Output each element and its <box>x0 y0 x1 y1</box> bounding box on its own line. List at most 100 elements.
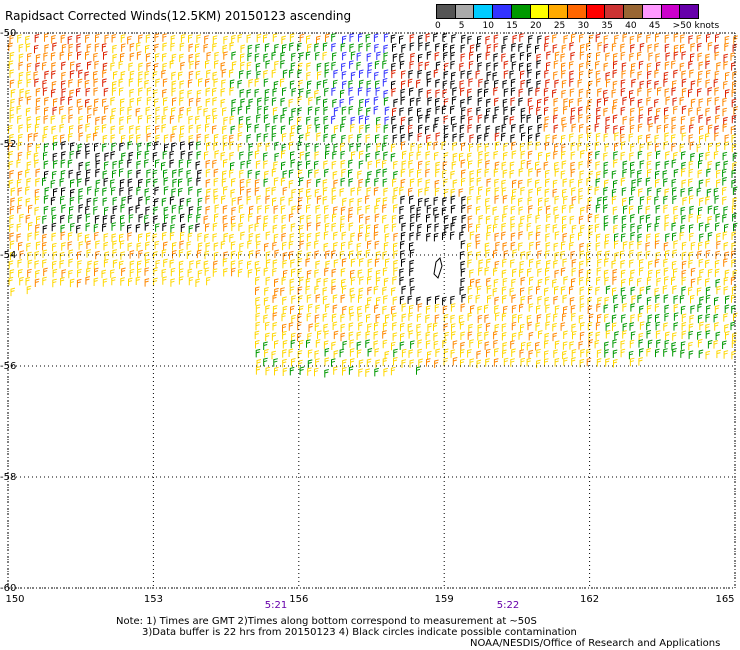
wind-barb <box>155 159 160 168</box>
wind-barb <box>475 294 481 304</box>
wind-barb <box>154 43 159 53</box>
wind-barb <box>673 295 679 304</box>
wind-barb <box>290 125 296 134</box>
wind-barb <box>265 366 271 376</box>
wind-barb <box>724 304 730 313</box>
wind-barb <box>382 286 387 296</box>
wind-barb <box>155 106 161 116</box>
lon-tick-label: 159 <box>434 594 454 605</box>
wind-barb <box>476 195 482 204</box>
wind-barb <box>195 43 200 52</box>
wind-barb <box>254 124 260 133</box>
wind-barb <box>535 161 540 170</box>
wind-barb <box>333 206 338 215</box>
wind-barb <box>112 249 118 258</box>
wind-barb <box>365 249 371 258</box>
wind-barb <box>281 35 287 45</box>
legend-label: 30 <box>577 21 590 31</box>
wind-barb <box>621 314 626 323</box>
wind-barb <box>460 331 466 340</box>
wind-barb <box>688 213 694 223</box>
wind-barb <box>569 178 575 188</box>
wind-barb <box>544 188 550 197</box>
wind-barb <box>459 80 465 89</box>
wind-barb <box>348 87 354 96</box>
wind-barb <box>246 159 252 169</box>
wind-barb <box>112 259 118 268</box>
wind-barb <box>26 242 31 252</box>
wind-barb <box>698 349 704 358</box>
wind-barb <box>291 314 296 324</box>
wind-barb <box>240 160 246 170</box>
wind-barb <box>611 195 617 205</box>
wind-barb <box>67 35 73 45</box>
wind-barb <box>365 115 370 125</box>
wind-barb <box>196 249 202 259</box>
wind-barb <box>637 224 643 234</box>
wind-barb <box>399 341 405 350</box>
wind-barb <box>272 197 277 206</box>
wind-barb <box>714 125 720 134</box>
wind-barb <box>501 323 507 332</box>
wind-barb <box>699 197 704 206</box>
wind-barb <box>587 213 593 223</box>
wind-barb <box>248 250 254 259</box>
wind-barb <box>646 62 652 72</box>
wind-barb <box>655 53 661 62</box>
wind-barb <box>213 251 219 261</box>
wind-barb <box>357 87 363 96</box>
wind-barb <box>690 267 696 277</box>
wind-barb <box>288 240 294 250</box>
wind-barb <box>417 169 422 178</box>
wind-barb <box>306 62 311 71</box>
wind-barb <box>646 233 651 242</box>
wind-barb <box>341 116 347 125</box>
wind-barb <box>365 134 371 143</box>
wind-barb <box>673 105 678 115</box>
wind-barb <box>102 134 108 144</box>
wind-barb <box>178 260 184 270</box>
wind-barb <box>367 296 372 306</box>
wind-barb <box>417 339 423 348</box>
wind-barb <box>188 224 194 234</box>
wind-barb <box>366 107 371 116</box>
wind-barb <box>76 43 82 52</box>
wind-barb <box>671 178 677 188</box>
wind-barb <box>101 124 107 133</box>
wind-barb <box>656 61 661 71</box>
wind-barb <box>367 62 373 71</box>
wind-barb <box>373 331 379 340</box>
wind-barb <box>714 132 719 141</box>
wind-barb <box>102 69 107 78</box>
wind-barb <box>340 206 346 215</box>
wind-barb <box>146 178 151 187</box>
wind-barb <box>197 242 203 251</box>
wind-barb <box>322 295 328 305</box>
lon-tick-label: 162 <box>580 594 600 605</box>
wind-barb <box>384 350 390 360</box>
wind-barb <box>460 70 466 79</box>
wind-barb <box>461 196 466 205</box>
wind-barb <box>629 249 634 259</box>
wind-barb <box>315 232 321 241</box>
wind-barb <box>528 134 533 143</box>
wind-barb <box>145 53 151 62</box>
wind-barb <box>383 134 389 144</box>
wind-barb <box>637 177 643 187</box>
wind-barb <box>358 359 364 368</box>
wind-barb <box>716 232 721 242</box>
wind-barb <box>648 107 653 116</box>
wind-barb <box>722 168 727 178</box>
wind-barb <box>536 106 541 116</box>
wind-barb <box>382 168 388 177</box>
wind-barb <box>153 251 158 260</box>
wind-barb <box>76 87 81 97</box>
wind-barb <box>570 161 576 171</box>
wind-barb <box>646 305 652 314</box>
wind-barb <box>393 98 399 108</box>
wind-barb <box>673 168 679 178</box>
wind-barb <box>314 250 320 259</box>
wind-barb <box>637 123 643 132</box>
wind-barb <box>503 115 509 124</box>
wind-barb <box>646 160 652 170</box>
